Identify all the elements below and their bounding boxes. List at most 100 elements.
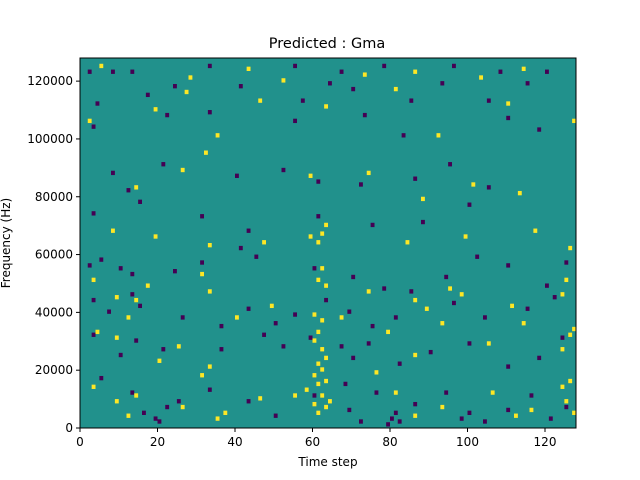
heatmap-cell-low bbox=[444, 390, 449, 395]
heatmap-cell-low bbox=[409, 98, 414, 103]
heatmap-cell-low bbox=[118, 266, 123, 271]
y-axis-ticks: 0 20000 40000 60000 80000 100000 120000 bbox=[27, 74, 80, 435]
heatmap-cell-high bbox=[440, 404, 445, 410]
heatmap-cell-low bbox=[262, 332, 267, 337]
heatmap-cell-high bbox=[114, 295, 119, 300]
heatmap-cell-low bbox=[483, 419, 487, 424]
heatmap-cell-low bbox=[351, 274, 356, 280]
heatmap-cell-low bbox=[281, 167, 286, 173]
heatmap-cell-high bbox=[316, 277, 321, 283]
heatmap-cell-low bbox=[200, 260, 205, 265]
heatmap-cell-high bbox=[405, 240, 410, 245]
heatmap-cell-low bbox=[99, 257, 104, 262]
heatmap-cell-low bbox=[87, 69, 92, 74]
heatmap-cell-high bbox=[572, 326, 577, 332]
heatmap-cell-low bbox=[138, 199, 143, 204]
heatmap-cell-low bbox=[409, 289, 414, 294]
heatmap-cell-high bbox=[514, 413, 518, 418]
heatmap-cell-low bbox=[347, 407, 352, 413]
heatmap-cell-high bbox=[324, 283, 329, 288]
heatmap-cell-low bbox=[111, 170, 115, 176]
heatmap-cell-low bbox=[339, 69, 344, 74]
heatmap-cell-high bbox=[293, 393, 298, 398]
heatmap-cell-high bbox=[312, 373, 317, 378]
heatmap-cell-high bbox=[413, 352, 418, 358]
heatmap-cell-high bbox=[572, 410, 577, 415]
heatmap-cell-high bbox=[111, 228, 115, 233]
x-tick-label: 120 bbox=[534, 435, 557, 449]
y-tick-label: 60000 bbox=[35, 248, 73, 262]
heatmap-cell-high bbox=[145, 283, 150, 288]
heatmap-cell-high bbox=[320, 266, 325, 271]
heatmap-cell-high bbox=[490, 390, 495, 395]
heatmap-cell-low bbox=[401, 133, 406, 138]
heatmap-cell-high bbox=[134, 185, 139, 190]
heatmap-cell-high bbox=[448, 286, 453, 291]
heatmap-cell-high bbox=[215, 416, 220, 421]
heatmap-cell-low bbox=[161, 347, 166, 352]
heatmap-cell-low bbox=[467, 341, 472, 346]
plot-area bbox=[79, 57, 577, 429]
plot-frame bbox=[79, 57, 577, 429]
heatmap-cell-high bbox=[91, 384, 96, 389]
heatmap-cell-low bbox=[366, 341, 371, 346]
heatmap-cell-low bbox=[525, 306, 530, 311]
heatmap-cell-low bbox=[165, 404, 170, 410]
heatmap-cell-low bbox=[467, 410, 472, 415]
heatmap-cell-low bbox=[316, 214, 321, 219]
heatmap-cell-low bbox=[207, 110, 212, 115]
heatmap-cell-low bbox=[440, 81, 445, 86]
y-tick-label: 80000 bbox=[35, 190, 73, 204]
heatmap-cell-high bbox=[223, 410, 228, 415]
heatmap-cell-high bbox=[366, 170, 371, 176]
heatmap-cell-high bbox=[316, 361, 321, 366]
heatmap-cell-low bbox=[370, 323, 375, 329]
heatmap-cell-low bbox=[219, 347, 224, 352]
heatmap-cell-low bbox=[467, 202, 472, 207]
heatmap-cell-high bbox=[188, 75, 193, 80]
heatmap-cells bbox=[87, 63, 577, 427]
heatmap-cell-low bbox=[393, 315, 398, 320]
heatmap-cell-low bbox=[246, 399, 251, 404]
heatmap-cell-low bbox=[316, 179, 321, 184]
heatmap-cell-low bbox=[180, 315, 185, 320]
heatmap-cell-high bbox=[510, 303, 515, 309]
heatmap-cell-low bbox=[545, 69, 549, 74]
heatmap-cell-low bbox=[293, 118, 298, 124]
heatmap-cell-high bbox=[126, 315, 131, 320]
heatmap-cell-high bbox=[153, 107, 158, 112]
heatmap-cell-high bbox=[568, 378, 573, 384]
heatmap-cell-low bbox=[157, 419, 162, 424]
heatmap-cell-low bbox=[452, 63, 456, 69]
heatmap-cell-low bbox=[91, 124, 96, 129]
heatmap-cell-low bbox=[486, 185, 491, 190]
heatmap-cell-low bbox=[238, 245, 243, 251]
heatmap-cell-low bbox=[483, 315, 487, 320]
heatmap-cell-low bbox=[165, 112, 170, 118]
heatmap-cell-high bbox=[320, 231, 325, 236]
heatmap-cell-high bbox=[386, 329, 391, 335]
heatmap-cell-low bbox=[397, 361, 402, 366]
heatmap-cell-high bbox=[200, 271, 205, 277]
heatmap-cell-low bbox=[130, 271, 135, 277]
heatmap-cell-high bbox=[176, 344, 181, 349]
heatmap-cell-high bbox=[134, 297, 139, 303]
heatmap-cell-high bbox=[114, 399, 119, 404]
heatmap-cell-high bbox=[269, 303, 274, 309]
heatmap-cell-low bbox=[273, 413, 278, 418]
heatmap-cell-low bbox=[359, 182, 363, 187]
heatmap-cell-low bbox=[506, 263, 511, 268]
heatmap-cell-low bbox=[99, 375, 104, 381]
x-tick-label: 20 bbox=[150, 435, 165, 449]
heatmap-cell-low bbox=[390, 416, 394, 421]
heatmap-cell-low bbox=[246, 228, 251, 233]
heatmap-cell-high bbox=[568, 245, 573, 251]
heatmap-cell-low bbox=[200, 214, 205, 219]
heatmap-cell-high bbox=[413, 413, 418, 418]
heatmap-cell-high bbox=[316, 410, 321, 415]
heatmap-cell-low bbox=[130, 69, 135, 74]
heatmap-cell-high bbox=[413, 297, 418, 303]
heatmap-cell-high bbox=[207, 243, 212, 248]
heatmap-cell-high bbox=[324, 378, 329, 384]
